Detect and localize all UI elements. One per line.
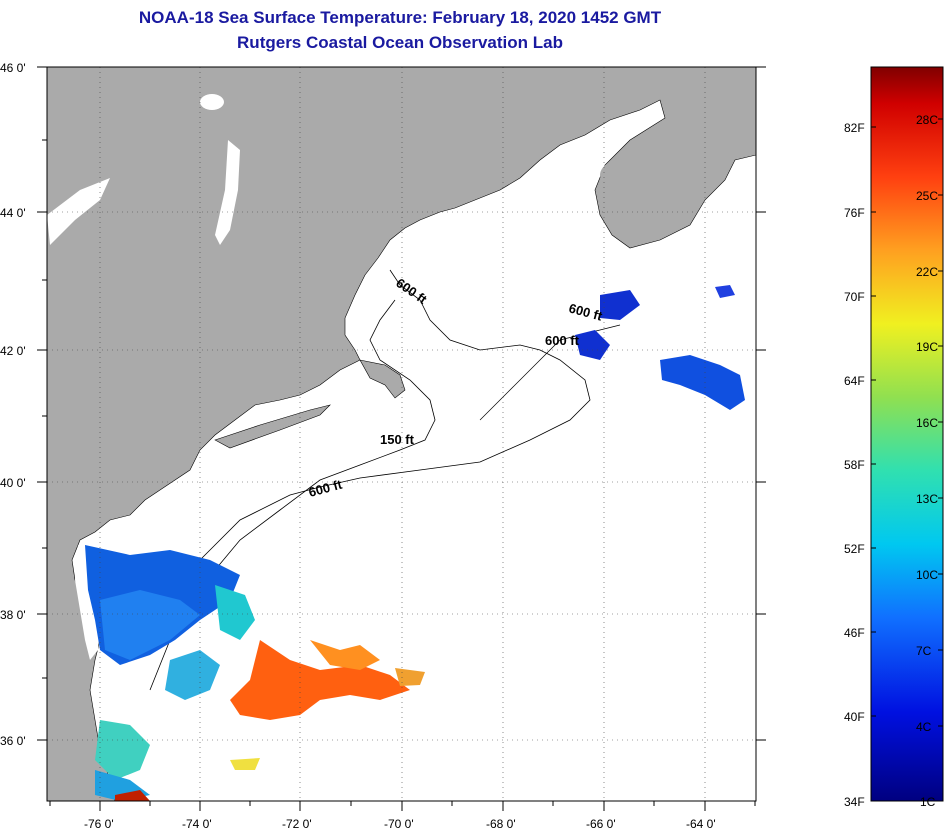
cb-c-19: 19C	[916, 340, 938, 354]
map-title: NOAA-18 Sea Surface Temperature: Februar…	[138, 8, 662, 27]
lake-champlain	[215, 140, 240, 245]
lon-label-66: -66 0'	[586, 817, 616, 831]
lon-label-72: -72 0'	[282, 817, 312, 831]
lake-small	[200, 94, 224, 110]
bay-of-fundy	[600, 155, 680, 195]
sst-data	[85, 285, 745, 801]
lat-ticks	[37, 66, 766, 741]
cb-f-76: 76F	[844, 206, 865, 220]
lon-label-76: -76 0'	[84, 817, 114, 831]
colorbar-ticks	[871, 118, 943, 727]
lat-label-36: 36 0'	[0, 734, 26, 748]
cb-f-40: 40F	[844, 710, 865, 724]
lon-ticks	[49, 801, 756, 811]
graticule	[47, 67, 756, 801]
cb-f-70: 70F	[844, 290, 865, 304]
cb-f-34: 34F	[844, 795, 865, 809]
lat-label-42: 42 0'	[0, 344, 26, 358]
chesapeake-bay	[75, 545, 100, 660]
contour-georges	[479, 324, 621, 421]
cb-c-22: 22C	[916, 265, 938, 279]
contour-label-150: 150 ft	[380, 432, 415, 447]
cb-f-58: 58F	[844, 458, 865, 472]
cb-c-10: 10C	[916, 568, 938, 582]
cb-f-46: 46F	[844, 626, 865, 640]
lon-label-74: -74 0'	[182, 817, 212, 831]
cb-f-64: 64F	[844, 374, 865, 388]
lon-label-68: -68 0'	[486, 817, 516, 831]
cb-c-28: 28C	[916, 113, 938, 127]
cb-f-52: 52F	[844, 542, 865, 556]
cb-c-16: 16C	[916, 416, 938, 430]
lon-label-64: -64 0'	[686, 817, 716, 831]
contour-600ft	[114, 269, 591, 661]
cape-cod	[359, 359, 406, 399]
lat-label-44: 44 0'	[0, 206, 26, 220]
lat-label-40: 40 0'	[0, 476, 26, 490]
colorbar	[870, 66, 944, 802]
cb-c-25: 25C	[916, 189, 938, 203]
contour-label-600-c: 600 ft	[545, 333, 580, 348]
cb-c-1: 1C	[920, 795, 936, 809]
lat-label-46: 46 0'	[0, 61, 26, 75]
cb-c-7: 7C	[916, 644, 932, 658]
lake-feature	[47, 178, 110, 245]
map-subtitle: Rutgers Coastal Ocean Observation Lab	[237, 33, 563, 52]
cb-c-4: 4C	[916, 720, 932, 734]
long-island	[214, 404, 331, 449]
cb-f-82: 82F	[844, 121, 865, 135]
lat-label-38: 38 0'	[0, 608, 26, 622]
lon-label-70: -70 0'	[384, 817, 414, 831]
cb-c-13: 13C	[916, 492, 938, 506]
